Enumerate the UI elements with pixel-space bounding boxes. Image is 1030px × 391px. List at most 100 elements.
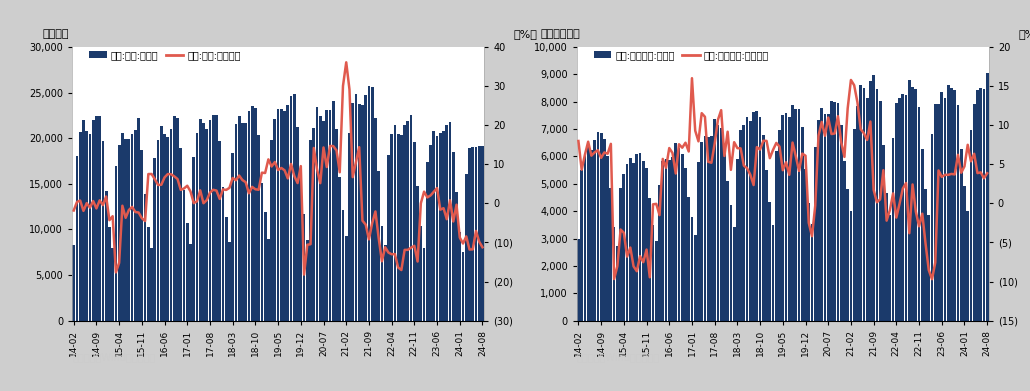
- Bar: [752, 112, 755, 321]
- Bar: [400, 135, 403, 321]
- Bar: [332, 100, 335, 321]
- Bar: [475, 147, 477, 321]
- Bar: [918, 107, 921, 321]
- Bar: [765, 170, 768, 321]
- Bar: [963, 186, 966, 321]
- Bar: [901, 94, 904, 321]
- Bar: [636, 154, 639, 321]
- Bar: [808, 203, 811, 321]
- Bar: [348, 133, 351, 321]
- Bar: [710, 136, 713, 321]
- Bar: [969, 130, 972, 321]
- Bar: [380, 226, 383, 321]
- Bar: [442, 131, 445, 321]
- Bar: [866, 98, 868, 321]
- Bar: [277, 109, 279, 321]
- Bar: [755, 111, 758, 321]
- Bar: [335, 129, 338, 321]
- Bar: [632, 163, 634, 321]
- Bar: [196, 133, 199, 321]
- Bar: [137, 118, 140, 321]
- Bar: [931, 134, 933, 321]
- Bar: [179, 148, 182, 321]
- Bar: [898, 98, 901, 321]
- Bar: [983, 89, 986, 321]
- Bar: [362, 104, 364, 321]
- Bar: [664, 159, 667, 321]
- Bar: [247, 111, 250, 321]
- Bar: [642, 161, 645, 321]
- Bar: [833, 102, 836, 321]
- Bar: [199, 119, 202, 321]
- Bar: [797, 109, 800, 321]
- Bar: [455, 192, 458, 321]
- Bar: [377, 171, 380, 321]
- Bar: [616, 246, 619, 321]
- Bar: [289, 95, 293, 321]
- Bar: [775, 151, 778, 321]
- Bar: [365, 95, 367, 321]
- Bar: [785, 113, 787, 321]
- Bar: [625, 164, 628, 321]
- Bar: [687, 197, 690, 321]
- Bar: [254, 108, 256, 321]
- Bar: [950, 88, 953, 321]
- Bar: [622, 174, 625, 321]
- Bar: [599, 133, 603, 321]
- Bar: [176, 118, 179, 321]
- Bar: [850, 211, 852, 321]
- Bar: [384, 246, 386, 321]
- Y-axis label: （%）: （%）: [1018, 29, 1030, 39]
- Bar: [108, 227, 111, 321]
- Bar: [193, 157, 195, 321]
- Bar: [357, 104, 360, 321]
- Bar: [430, 145, 432, 321]
- Bar: [907, 81, 911, 321]
- Bar: [577, 239, 580, 321]
- Bar: [811, 224, 814, 321]
- Bar: [426, 162, 428, 321]
- Bar: [419, 226, 422, 321]
- Bar: [892, 138, 894, 321]
- Bar: [613, 227, 616, 321]
- Bar: [185, 223, 188, 321]
- Bar: [465, 174, 468, 321]
- Bar: [131, 134, 134, 321]
- Bar: [960, 149, 963, 321]
- Bar: [694, 235, 696, 321]
- Bar: [667, 160, 671, 321]
- Bar: [98, 117, 101, 321]
- Bar: [707, 137, 710, 321]
- Bar: [672, 158, 674, 321]
- Bar: [267, 239, 270, 321]
- Bar: [943, 98, 947, 321]
- Bar: [830, 101, 833, 321]
- Bar: [105, 190, 107, 321]
- Bar: [895, 103, 898, 321]
- Bar: [836, 103, 839, 321]
- Bar: [147, 227, 149, 321]
- Bar: [915, 89, 917, 321]
- Bar: [596, 132, 599, 321]
- Bar: [72, 245, 75, 321]
- Bar: [736, 159, 739, 321]
- Bar: [801, 127, 803, 321]
- Bar: [121, 133, 124, 321]
- Bar: [250, 106, 253, 321]
- Bar: [283, 111, 286, 321]
- Bar: [639, 153, 642, 321]
- Bar: [190, 244, 192, 321]
- Bar: [954, 90, 956, 321]
- Legend: 产量:水泥:当月值, 产量:水泥:当月同比: 产量:水泥:当月值, 产量:水泥:当月同比: [85, 46, 245, 64]
- Bar: [134, 130, 137, 321]
- Bar: [218, 141, 221, 321]
- Bar: [319, 116, 321, 321]
- Bar: [309, 140, 312, 321]
- Bar: [150, 248, 153, 321]
- Bar: [853, 129, 856, 321]
- Bar: [966, 211, 969, 321]
- Bar: [779, 129, 781, 321]
- Bar: [238, 116, 241, 321]
- Bar: [403, 125, 406, 321]
- Bar: [351, 103, 354, 321]
